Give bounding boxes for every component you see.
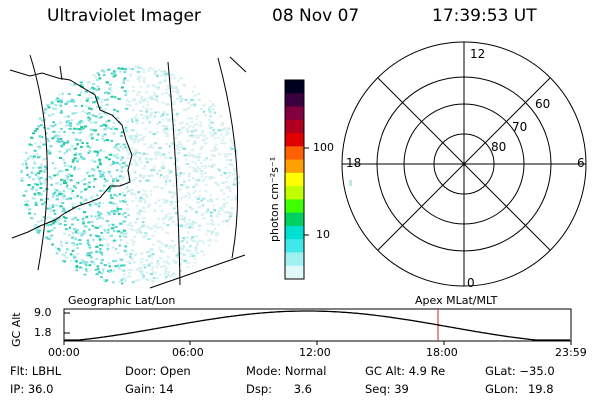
right-panel-caption: Apex MLat/MLT xyxy=(415,294,498,307)
altitude-ytick: 1.8 xyxy=(34,326,52,339)
dsp-status: Dsp: 3.6 xyxy=(246,382,312,396)
grid-line xyxy=(217,57,239,259)
gc-alt-status: GC Alt: 4.9 Re xyxy=(365,364,446,378)
mode-status: Mode: Normal xyxy=(246,364,327,378)
colorbar-tick-label: 10 xyxy=(316,228,330,241)
colorbar-band xyxy=(285,106,304,121)
colorbar-frame xyxy=(284,79,305,280)
colorbar-band xyxy=(285,119,304,134)
altitude-axis-label: GC Alt xyxy=(10,312,23,347)
colorbar-band xyxy=(285,133,304,147)
mlat-label: 60 xyxy=(535,97,551,111)
coastline xyxy=(9,69,133,239)
gain-status: Gain: 14 xyxy=(125,382,174,396)
filter-status: Flt: LBHL xyxy=(10,364,62,378)
altitude-xtick: 12:00 xyxy=(299,346,331,359)
seq-value: 39 xyxy=(394,382,409,396)
mlat-label: 80 xyxy=(491,140,507,154)
altitude-curve xyxy=(64,310,570,341)
dsp-value: 3.6 xyxy=(293,382,312,396)
altitude-plot xyxy=(63,308,572,345)
observation-date: 08 Nov 07 xyxy=(272,6,360,26)
altitude-xtick: 06:00 xyxy=(172,346,204,359)
glat-status: GLat: −35.0 xyxy=(485,364,555,378)
grid-line xyxy=(29,54,48,271)
altitude-xtick: 00:00 xyxy=(48,346,80,359)
ip-value: 36.0 xyxy=(27,382,54,396)
door-value: Open xyxy=(159,364,191,378)
colorbar-band xyxy=(285,93,304,108)
ip-status: IP: 36.0 xyxy=(10,382,54,396)
glon-value: 19.8 xyxy=(527,382,554,396)
altitude-xtick: 18:00 xyxy=(426,346,458,359)
colorbar-band xyxy=(285,80,304,94)
door-status: Door: Open xyxy=(125,364,191,378)
colorbar-band xyxy=(285,239,304,253)
observation-time: 17:39:53 UT xyxy=(432,6,537,26)
polar-mlat-mlt-plot xyxy=(341,41,587,287)
gain-value: 14 xyxy=(158,382,174,396)
filter-value: LBHL xyxy=(31,364,62,378)
glon-status: GLon: 19.8 xyxy=(485,382,554,396)
altitude-ytick: 9.0 xyxy=(34,306,52,319)
mlt-label-dawn: 6 xyxy=(577,156,585,170)
left-panel-caption: Geographic Lat/Lon xyxy=(68,294,176,307)
geographic-image-panel xyxy=(9,54,247,289)
grid-line xyxy=(229,56,247,73)
colorbar-band xyxy=(285,172,304,187)
colorbar xyxy=(285,80,304,280)
auroral-image-pixels xyxy=(20,65,240,285)
mlt-label-midnight: 0 xyxy=(467,276,475,290)
altitude-xtick: 23:59 xyxy=(555,346,587,359)
grid-line xyxy=(167,61,181,286)
mode-value: Normal xyxy=(284,364,327,378)
seq-status: Seq: 39 xyxy=(365,382,409,396)
colorbar-tick-label: 100 xyxy=(313,141,334,154)
gc-alt-value: 4.9 Re xyxy=(408,364,446,378)
colorbar-band xyxy=(285,265,304,280)
mlat-label: 70 xyxy=(512,120,528,134)
grid-line xyxy=(149,254,246,289)
colorbar-band xyxy=(285,199,304,214)
instrument-title: Ultraviolet Imager xyxy=(47,6,201,26)
mlt-label-dusk: 18 xyxy=(346,156,362,170)
mlt-label-noon: 12 xyxy=(470,47,486,61)
colorbar-band xyxy=(285,225,304,240)
colorbar-band xyxy=(285,212,304,227)
colorbar-band xyxy=(285,252,304,267)
colorbar-band xyxy=(285,146,304,161)
glat-value: −35.0 xyxy=(519,364,555,378)
colorbar-band xyxy=(285,186,304,200)
colorbar-band xyxy=(285,159,304,174)
colorbar-unit-label: photon cm⁻²s⁻¹ xyxy=(268,156,281,242)
